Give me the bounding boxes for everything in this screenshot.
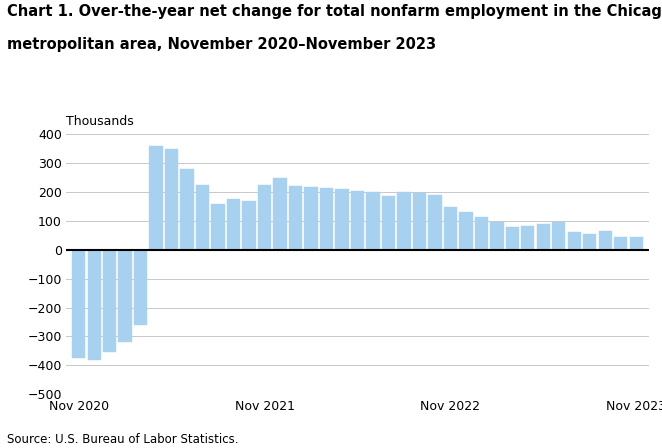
Bar [211, 204, 224, 250]
Bar [366, 192, 379, 250]
Bar [196, 185, 209, 250]
Bar [320, 188, 333, 250]
Bar [599, 231, 612, 250]
Bar [87, 250, 101, 360]
Bar [382, 197, 395, 250]
Bar [552, 223, 565, 250]
Bar [134, 250, 147, 325]
Bar [242, 201, 256, 250]
Bar [305, 187, 318, 250]
Bar [506, 227, 519, 250]
Bar [614, 237, 628, 250]
Bar [150, 146, 163, 250]
Bar [273, 178, 287, 250]
Bar [537, 224, 550, 250]
Bar [351, 191, 364, 250]
Bar [165, 149, 178, 250]
Bar [72, 250, 85, 358]
Bar [258, 185, 271, 250]
Bar [118, 250, 132, 342]
Bar [103, 250, 116, 353]
Bar [630, 237, 643, 250]
Bar [444, 207, 457, 250]
Bar [289, 186, 302, 250]
Bar [428, 195, 442, 250]
Text: Source: U.S. Bureau of Labor Statistics.: Source: U.S. Bureau of Labor Statistics. [7, 433, 238, 446]
Bar [491, 223, 504, 250]
Text: metropolitan area, November 2020–November 2023: metropolitan area, November 2020–Novembe… [7, 37, 436, 52]
Bar [413, 193, 426, 250]
Bar [397, 192, 410, 250]
Bar [227, 199, 240, 250]
Bar [583, 234, 596, 250]
Bar [181, 169, 194, 250]
Text: Thousands: Thousands [66, 115, 134, 128]
Bar [475, 217, 488, 250]
Bar [568, 232, 581, 250]
Text: Chart 1. Over-the-year net change for total nonfarm employment in the Chicago: Chart 1. Over-the-year net change for to… [7, 4, 662, 19]
Bar [459, 212, 473, 250]
Bar [522, 226, 534, 250]
Bar [336, 189, 349, 250]
